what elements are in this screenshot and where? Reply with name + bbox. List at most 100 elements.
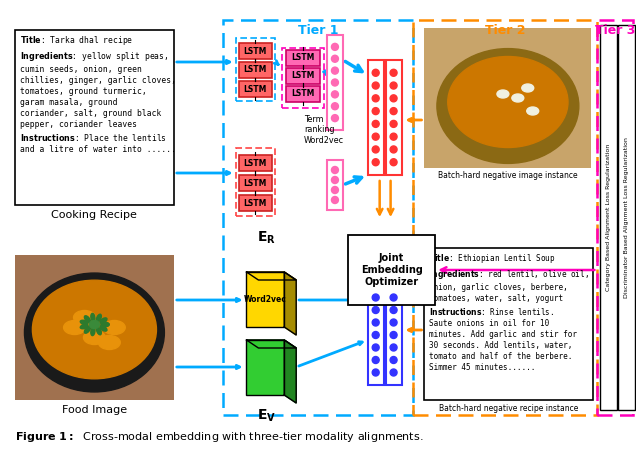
Bar <box>597 20 633 415</box>
Text: $\bf{Title}$: Ethiopian Lentil Soup
$\bf{Ingredients}$: red lentil, olive oil,
o: $\bf{Title}$: Ethiopian Lentil Soup $\bf… <box>429 252 589 372</box>
Text: LSTM: LSTM <box>244 66 267 74</box>
Ellipse shape <box>74 310 95 324</box>
Circle shape <box>332 43 339 50</box>
Circle shape <box>332 167 339 173</box>
Bar <box>368 285 383 385</box>
Circle shape <box>332 67 339 74</box>
Text: $\mathbf{E_V}$: $\mathbf{E_V}$ <box>257 408 276 424</box>
Ellipse shape <box>437 48 579 164</box>
Bar <box>413 20 597 415</box>
Circle shape <box>390 307 397 313</box>
Bar <box>286 50 320 66</box>
Text: LSTM: LSTM <box>291 53 315 63</box>
Polygon shape <box>246 272 296 280</box>
Circle shape <box>372 120 379 127</box>
Text: LSTM: LSTM <box>244 198 267 207</box>
Bar <box>600 25 617 410</box>
Circle shape <box>390 332 397 338</box>
Ellipse shape <box>91 313 95 321</box>
Ellipse shape <box>91 328 95 336</box>
Circle shape <box>390 133 397 140</box>
Circle shape <box>372 133 379 140</box>
Circle shape <box>390 108 397 115</box>
Text: Tier 1: Tier 1 <box>298 24 339 37</box>
Text: $\bf{Figure\ 1:}$  Cross-modal embedding with three-tier modality alignments.: $\bf{Figure\ 1:}$ Cross-modal embedding … <box>15 430 423 444</box>
Circle shape <box>372 369 379 376</box>
Circle shape <box>390 95 397 102</box>
Ellipse shape <box>33 280 156 379</box>
Text: Category Based Alignment Loss Regularization: Category Based Alignment Loss Regulariza… <box>606 144 611 291</box>
Circle shape <box>390 146 397 153</box>
Bar <box>424 248 593 400</box>
Circle shape <box>372 307 379 313</box>
Polygon shape <box>246 340 296 348</box>
Bar <box>327 160 343 210</box>
Text: Tier 2: Tier 2 <box>485 24 525 37</box>
Ellipse shape <box>101 323 109 327</box>
Polygon shape <box>284 272 296 335</box>
Text: LSTM: LSTM <box>244 159 267 168</box>
Circle shape <box>390 357 397 363</box>
Text: Cooking Recipe: Cooking Recipe <box>51 210 138 220</box>
Bar <box>15 30 174 205</box>
Text: Joint
Embedding
Optimizer: Joint Embedding Optimizer <box>361 253 422 287</box>
Text: Batch-hard negative recipe instance: Batch-hard negative recipe instance <box>439 404 579 413</box>
Circle shape <box>372 108 379 115</box>
Circle shape <box>372 82 379 89</box>
Text: LSTM: LSTM <box>291 90 315 98</box>
Text: $\mathbf{E_R}$: $\mathbf{E_R}$ <box>257 230 276 246</box>
Circle shape <box>372 357 379 363</box>
Ellipse shape <box>80 324 88 329</box>
Text: LSTM: LSTM <box>244 85 267 93</box>
Bar <box>239 195 273 211</box>
Bar <box>286 68 320 84</box>
Text: LSTM: LSTM <box>244 47 267 56</box>
Text: LSTM: LSTM <box>244 178 267 188</box>
Circle shape <box>332 79 339 86</box>
Ellipse shape <box>512 94 524 102</box>
Ellipse shape <box>104 321 125 334</box>
Circle shape <box>372 95 379 102</box>
Ellipse shape <box>90 321 99 328</box>
Bar <box>246 272 284 327</box>
Bar <box>239 43 273 59</box>
Bar <box>236 38 275 101</box>
Ellipse shape <box>497 90 509 98</box>
Bar <box>424 28 591 168</box>
Circle shape <box>390 294 397 301</box>
Circle shape <box>332 91 339 98</box>
Bar <box>236 148 275 216</box>
Circle shape <box>372 159 379 166</box>
Bar <box>286 86 320 102</box>
Ellipse shape <box>63 321 86 334</box>
Bar <box>239 81 273 97</box>
Ellipse shape <box>83 331 106 344</box>
Circle shape <box>390 120 397 127</box>
Bar <box>386 60 401 175</box>
Ellipse shape <box>84 316 90 323</box>
Circle shape <box>390 82 397 89</box>
Circle shape <box>390 369 397 376</box>
Ellipse shape <box>80 320 88 325</box>
Ellipse shape <box>448 57 568 148</box>
Text: Food Image: Food Image <box>62 405 127 415</box>
Circle shape <box>390 344 397 351</box>
Circle shape <box>332 187 339 193</box>
Bar <box>618 25 635 410</box>
Ellipse shape <box>101 323 109 327</box>
Bar <box>15 255 174 400</box>
Ellipse shape <box>97 314 101 322</box>
Ellipse shape <box>522 84 534 92</box>
Circle shape <box>372 344 379 351</box>
Bar <box>239 175 273 191</box>
Bar <box>386 285 401 385</box>
Circle shape <box>372 319 379 326</box>
Circle shape <box>390 319 397 326</box>
Bar <box>239 155 273 171</box>
Text: Batch-hard negative image instance: Batch-hard negative image instance <box>438 171 578 180</box>
Ellipse shape <box>100 318 107 323</box>
Bar <box>239 62 273 78</box>
Circle shape <box>390 69 397 76</box>
Text: Term
ranking
Word2vec: Term ranking Word2vec <box>304 115 344 145</box>
Bar <box>368 60 383 175</box>
